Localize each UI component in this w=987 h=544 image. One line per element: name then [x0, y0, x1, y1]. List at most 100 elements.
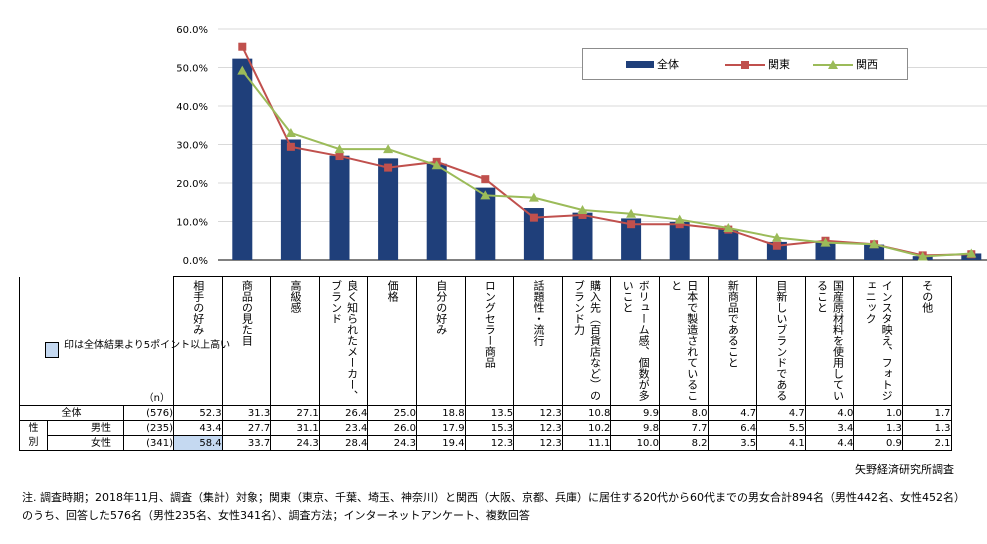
table-cell: 12.3	[464, 435, 515, 451]
point-kansai	[383, 144, 394, 154]
category-label: 高級感	[288, 280, 302, 313]
line-kansai	[241, 69, 972, 258]
category-label: ボリューム感、個数が多いこと	[621, 280, 651, 401]
point-kansai	[869, 239, 880, 249]
bar-total	[572, 212, 593, 260]
table-cell: 12.3	[513, 420, 563, 436]
bar-total	[864, 244, 885, 260]
table-cell: 4.1	[756, 435, 806, 451]
row-n: (235)	[123, 420, 174, 436]
table-cell: 1.0	[853, 405, 903, 421]
table-cell: 3.5	[707, 435, 758, 451]
n-header: （n）	[123, 276, 174, 406]
legend-label-kansai: 関西	[856, 58, 878, 71]
point-kanto	[627, 220, 636, 229]
table-cell: 52.3	[173, 405, 223, 421]
table-cell: 24.3	[367, 435, 417, 451]
legend-swatch-kansai	[813, 60, 853, 69]
bar-total	[523, 208, 544, 260]
point-kansai	[820, 237, 831, 247]
table-row: 別女性 (341) 58.4 33.7 24.3 28.4 24.3 19.4 12.3 12.3…	[19, 435, 952, 451]
table-cell: 17.9	[415, 420, 466, 436]
category-header: ロングセラー商品	[464, 276, 515, 406]
table-cell: 28.4	[318, 435, 369, 451]
table-cell: 8.0	[658, 405, 709, 421]
row-label: 女性	[47, 435, 124, 451]
table-cell: 10.8	[561, 405, 612, 421]
table-cell: 31.3	[221, 405, 272, 421]
point-kansai	[285, 127, 296, 137]
category-label: 新商品であること	[726, 280, 740, 368]
category-label: 自分の好み	[434, 280, 448, 335]
point-kansai	[334, 144, 345, 154]
y-tick-label: 10.0%	[176, 218, 208, 229]
category-header: 日本で製造されていること	[658, 276, 709, 406]
highlight-swatch	[45, 342, 59, 358]
bar-total	[378, 158, 399, 260]
point-kansai	[966, 248, 977, 258]
table-cell: 4.4	[804, 435, 855, 451]
category-header: 話題性・流行	[513, 276, 563, 406]
category-header: その他	[901, 276, 952, 406]
category-header: 新商品であること	[707, 276, 758, 406]
category-header: インスタ映え、フォトジェニック	[853, 276, 903, 406]
row-n: (576)	[123, 405, 174, 421]
row-n: (341)	[123, 435, 174, 451]
point-kanto	[772, 241, 781, 250]
point-kansai	[480, 190, 491, 200]
point-kanto	[529, 213, 538, 222]
table-row: 性男性 (235) 43.4 27.7 31.1 23.4 26.0 17.9 15.3 12.3…	[19, 420, 952, 436]
table-cell: 58.4	[173, 435, 223, 451]
point-kanto	[238, 42, 247, 51]
bar-total	[621, 218, 642, 260]
category-header: 国産原材料を使用していること	[804, 276, 855, 406]
table-cell: 27.1	[270, 405, 320, 421]
point-kanto	[335, 152, 344, 161]
table-cell: 10.2	[561, 420, 612, 436]
legend-label-kanto: 関東	[768, 58, 790, 71]
category-label: 相手の好み	[191, 280, 205, 335]
table-cell: 5.5	[756, 420, 806, 436]
point-kanto	[675, 220, 684, 229]
category-label: 価格	[386, 280, 400, 302]
bar-total	[329, 155, 350, 260]
table-cell: 8.2	[658, 435, 709, 451]
table-cell: 19.4	[415, 435, 466, 451]
source-credit: 矢野経済研究所調査	[855, 463, 954, 476]
table-cell: 15.3	[464, 420, 515, 436]
table-cell: 0.9	[853, 435, 903, 451]
table-cell: 13.5	[464, 405, 515, 421]
point-kansai	[771, 232, 782, 242]
row-label: 男性	[47, 420, 124, 436]
category-header: 良く知られたメーカー、ブランド	[318, 276, 369, 406]
table-cell: 1.3	[853, 420, 903, 436]
table-cell: 24.3	[270, 435, 320, 451]
point-kanto	[286, 142, 295, 151]
table-cell: 1.7	[901, 405, 952, 421]
bar-total	[669, 221, 690, 260]
point-kansai	[237, 65, 248, 75]
table-cell: 25.0	[367, 405, 417, 421]
category-label: ロングセラー商品	[483, 280, 497, 368]
row-group: 性	[19, 420, 48, 436]
point-kansai	[577, 204, 588, 214]
bar-total	[280, 139, 301, 260]
table-header-row: （n） 相手の好み 商品の見た目 高級感 良く知られたメーカー、ブランド 価格 自分の好み ロ…	[19, 276, 952, 406]
table-cell: 9.8	[610, 420, 660, 436]
y-tick-label: 30.0%	[176, 141, 208, 152]
category-header: 自分の好み	[415, 276, 466, 406]
legend-label-total: 全体	[657, 58, 679, 71]
table-cell: 23.4	[318, 420, 369, 436]
point-kansai	[917, 251, 928, 261]
legend-swatch-kanto	[725, 61, 765, 69]
footnote: 注. 調査時期；2018年11月、調査（集計）対象；関東（東京、千葉、埼玉、神奈…	[22, 491, 965, 522]
chart-legend: 全体 関東 関西	[582, 48, 908, 80]
point-kanto	[384, 163, 393, 172]
table-cell: 26.0	[367, 420, 417, 436]
category-label: インスタ映え、フォトジェニック	[864, 280, 894, 401]
y-tick-label: 50.0%	[176, 64, 208, 75]
category-header: 価格	[367, 276, 417, 406]
row-group: 別	[19, 435, 48, 451]
category-header: 購入先（百貨店など）のブランド力	[561, 276, 612, 406]
row-label: 全体	[19, 405, 124, 421]
